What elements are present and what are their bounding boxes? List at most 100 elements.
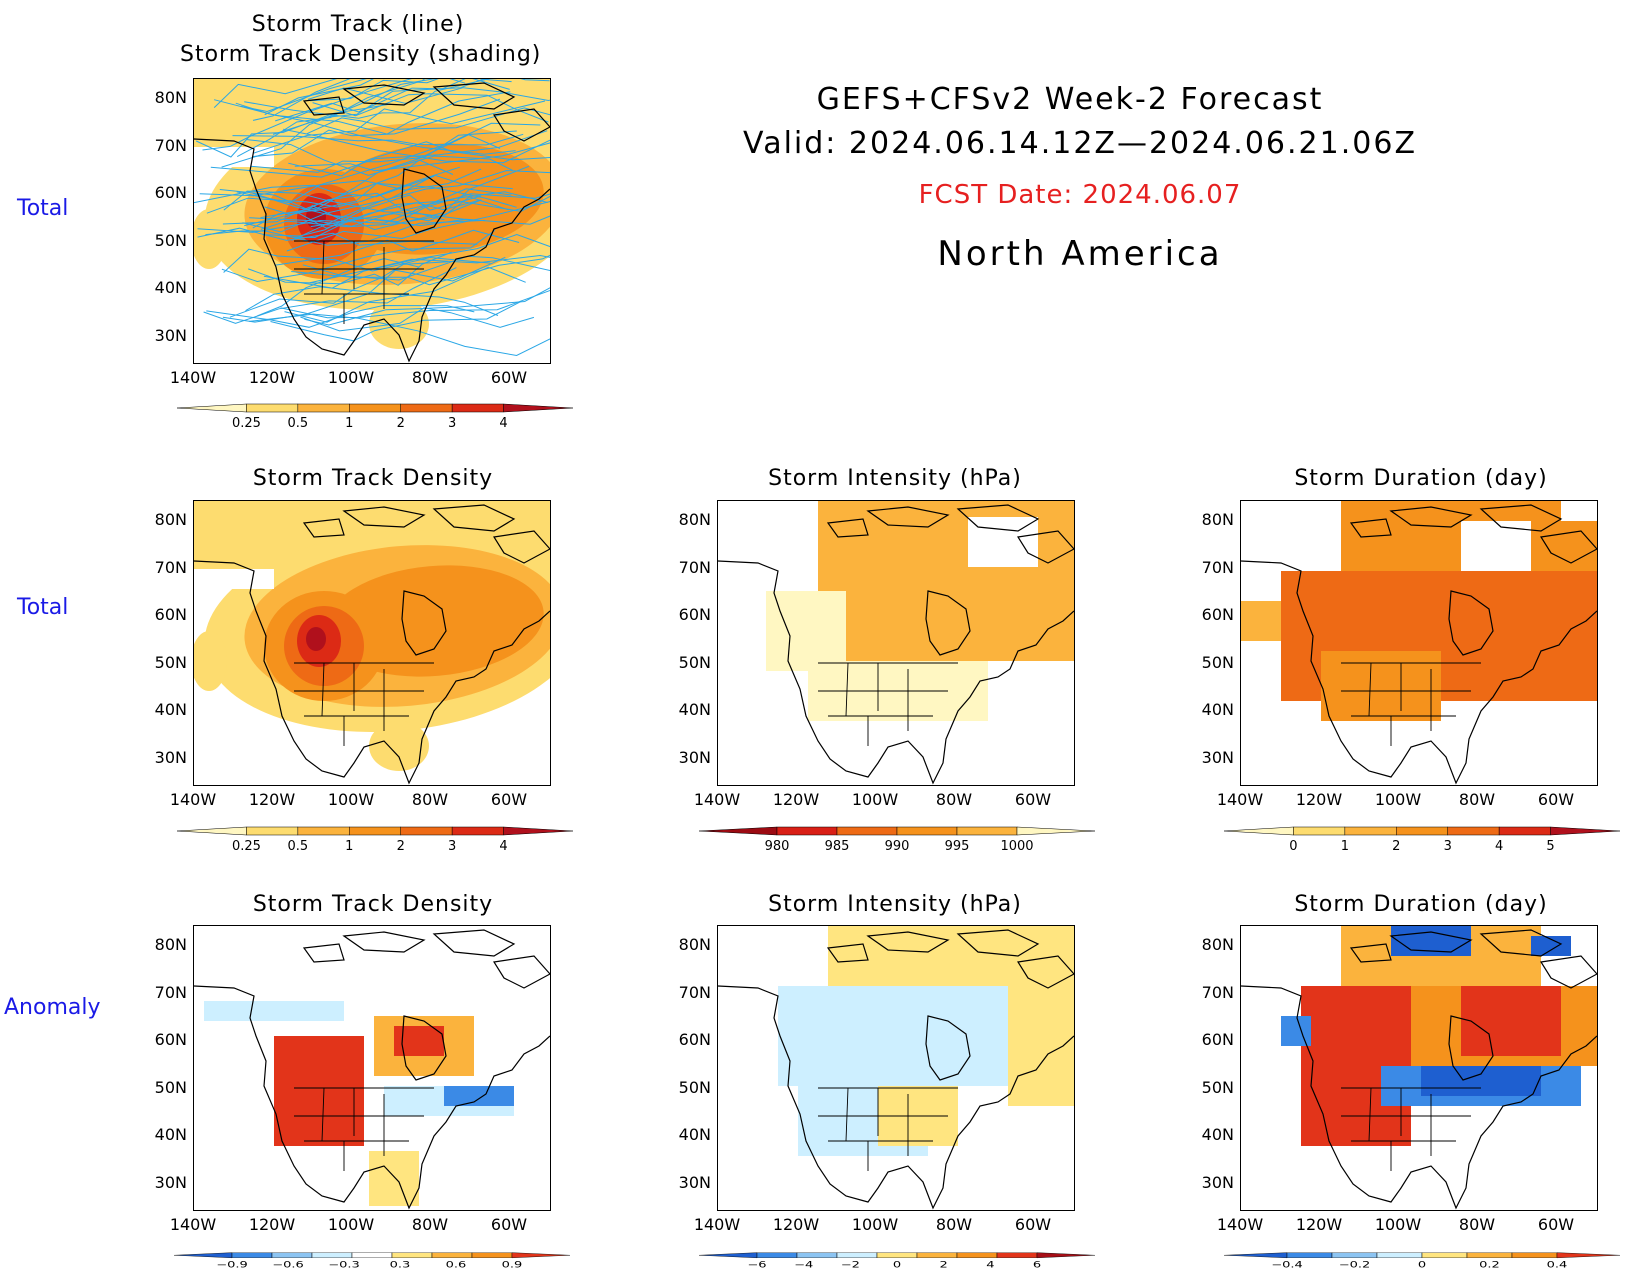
colorbar-tick-label: 0.9 (502, 1260, 523, 1270)
forecast-title: GEFS+CFSv2 Week-2 Forecast (816, 82, 1324, 117)
map-panel-density-anomaly (193, 925, 551, 1211)
lat-label: 80N (1201, 935, 1234, 954)
lon-label: 140W (693, 790, 741, 809)
lon-label: 80W (411, 790, 449, 809)
colorbar-swatch (956, 826, 1018, 836)
colorbar-swatch (451, 826, 504, 836)
lon-label: 100W (851, 1215, 899, 1234)
lon-label: 120W (248, 368, 296, 387)
lon-label: 60W (490, 368, 528, 387)
colorbar: 0.25 0.5 1 2 3 4 (175, 403, 575, 437)
colorbar-swatch (1396, 826, 1448, 836)
lon-label: 140W (1216, 1215, 1264, 1234)
colorbar: 980 985 990 995 1000 (697, 826, 1097, 860)
panel-2-title: Storm Track Density (252, 466, 494, 491)
lat-label: 30N (1201, 747, 1234, 767)
colorbar-swatch (996, 1252, 1038, 1258)
colorbar-swatch (231, 1252, 273, 1258)
shade-region (1038, 601, 1074, 661)
colorbar-tick-label: 985 (825, 839, 850, 854)
colorbar-swatch (836, 826, 898, 836)
colorbar-tick-label: 1000 (1000, 839, 1033, 854)
colorbar-swatch (173, 1252, 233, 1258)
colorbar-tick-label: 0.4 (1547, 1260, 1568, 1270)
colorbar-swatch (1331, 1252, 1378, 1258)
lat-label: 50N (154, 1077, 187, 1097)
lon-label: 60W (490, 790, 528, 809)
lon-label: 120W (248, 790, 296, 809)
lat-label: 70N (678, 557, 711, 577)
lat-label: 80N (678, 935, 711, 954)
colorbar-swatch (1016, 826, 1096, 836)
colorbar-swatch (1421, 1252, 1468, 1258)
colorbar-swatch (391, 1252, 433, 1258)
shade-region (1241, 601, 1281, 641)
lat-label: 60N (154, 183, 187, 202)
panel-1-title-line2: Storm Track Density (shading) (180, 42, 542, 67)
colorbar-swatch (1556, 1252, 1621, 1258)
colorbar-tick-label: 0.2 (1479, 1260, 1500, 1270)
lat-label: 70N (154, 557, 187, 577)
shade-region (1008, 986, 1074, 1106)
map-panel-intensity-anomaly (717, 925, 1075, 1211)
lat-label: 40N (154, 700, 187, 719)
colorbar-tick-label: 5 (1546, 839, 1554, 854)
shade-region (1531, 521, 1597, 571)
lon-label: 140W (693, 1215, 741, 1234)
panel-4-title: Storm Duration (day) (1294, 466, 1548, 491)
lat-label: 30N (678, 1172, 711, 1192)
lon-label: 60W (1537, 1215, 1575, 1234)
lat-label: 50N (678, 652, 711, 672)
colorbar-tick-label: 0.25 (232, 416, 261, 431)
fcst-date: FCST Date: 2024.06.07 (918, 180, 1242, 210)
colorbar: −0.9 −0.6 −0.3 0.3 0.6 0.9 (172, 1252, 572, 1274)
colorbar-swatch (698, 1252, 758, 1258)
panel-1-title-line1: Storm Track (line) (251, 12, 465, 37)
colorbar-tick-label: −4 (794, 1260, 813, 1270)
colorbar-swatch (503, 826, 574, 836)
colorbar-swatch (876, 1252, 918, 1258)
lon-label: 60W (1014, 1215, 1052, 1234)
lat-label: 70N (154, 982, 187, 1002)
lon-label: 60W (490, 1215, 528, 1234)
lat-label: 80N (154, 88, 187, 107)
colorbar-tick-label: 2 (940, 1260, 948, 1270)
colorbar-swatch (776, 826, 838, 836)
panel-7-title: Storm Duration (day) (1294, 892, 1548, 917)
colorbar-tick-label: −6 (747, 1260, 766, 1270)
shade-region (766, 591, 846, 671)
colorbar-tick-label: 0.25 (232, 839, 261, 854)
colorbar-swatch (1286, 1252, 1333, 1258)
lat-label: 60N (1201, 605, 1234, 624)
colorbar-swatch (1293, 826, 1346, 836)
coastlines (194, 929, 550, 1210)
shade-region (1281, 1016, 1311, 1046)
colorbar-tick-label: 990 (885, 839, 910, 854)
colorbar-tick-label: 2 (1392, 839, 1400, 854)
map-panel-track-density (193, 78, 551, 364)
lon-label: 80W (1458, 790, 1496, 809)
colorbar-tick-label: 0.6 (446, 1260, 467, 1270)
colorbar-swatch (400, 826, 453, 836)
colorbar-swatch (916, 1252, 958, 1258)
lat-label: 40N (1201, 1125, 1234, 1144)
colorbar-tick-label: −0.3 (328, 1260, 360, 1270)
lon-label: 120W (772, 1215, 820, 1234)
lat-label: 60N (678, 1030, 711, 1049)
shade-region (968, 517, 1038, 567)
colorbar-swatch (503, 403, 574, 413)
lon-label: 120W (772, 790, 820, 809)
colorbar-tick-label: 0.5 (288, 416, 309, 431)
colorbar-tick-label: −0.4 (1271, 1260, 1303, 1270)
row-label-total-top: Total (17, 196, 69, 221)
lat-label: 30N (154, 747, 187, 767)
lat-label: 30N (1201, 1172, 1234, 1192)
lon-label: 80W (935, 1215, 973, 1234)
colorbar-swatch (349, 403, 401, 413)
lat-label: 70N (1201, 982, 1234, 1002)
colorbar-swatch (896, 826, 958, 836)
lat-label: 50N (678, 1077, 711, 1097)
colorbar: 0.25 0.5 1 2 3 4 (175, 826, 575, 860)
panel-3-title: Storm Intensity (hPa) (768, 466, 1022, 491)
shade-region (1531, 936, 1571, 956)
